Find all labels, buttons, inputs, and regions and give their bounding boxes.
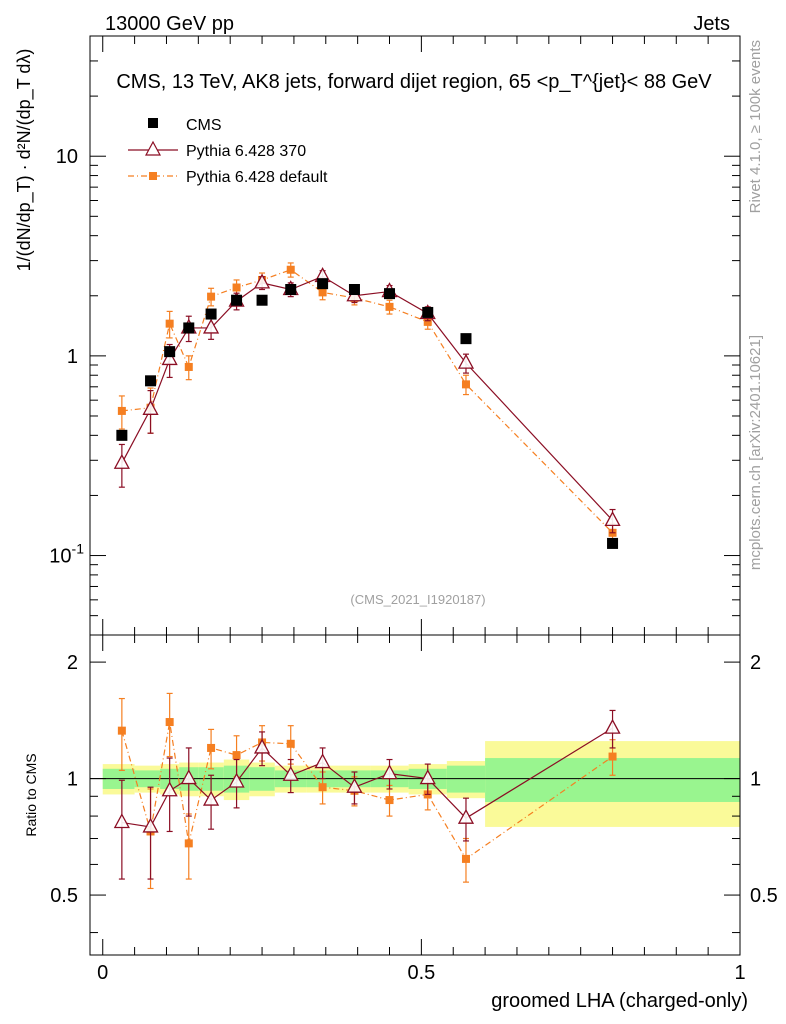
ratio-pythia370-point [180,769,197,785]
ratio-pythia370-point [314,753,331,769]
ratio-band-stat [446,765,486,793]
ratio-y-tick-label: 1 [67,769,78,791]
ratio-frame [89,634,741,956]
pythia-default-point [232,283,241,292]
pythia370-point [113,453,130,469]
ratio-pythia-default-point [318,783,327,792]
ratio-pythia370-point [202,790,220,806]
x-axis-label: groomed LHA (charged-only) [491,990,748,1012]
header-left: 13000 GeV pp [105,13,234,35]
ratio-pythia-default-point [232,751,241,760]
ratio-pythia-default-point [385,796,394,805]
cms-point [317,278,329,290]
ratio-series [113,692,621,890]
cms-point [205,308,217,320]
cms-point [231,294,243,306]
cms-point [607,537,619,549]
pythia-default-line [121,269,613,534]
ratio-pythia-default-point [117,726,126,735]
ratio-pythia-default-point [207,743,216,752]
cms-point [183,322,195,334]
pythia-default-point [461,380,470,389]
cms-point [422,306,434,318]
pythia-default-point [117,406,126,415]
ratio-pythia370-point [113,813,130,829]
pythia370-point [142,399,159,415]
pythia-default-point [165,319,174,328]
pythia-default-point [184,362,193,371]
ratio-y-tick-label-right: 1 [750,769,761,791]
ratio-pythia370-point [604,718,621,734]
header-right: Jets [693,13,730,35]
main-y-tick-label: 10 [56,146,78,168]
legend-label-pythia-default: Pythia 6.428 default [186,169,328,186]
ratio-pythia370-point [381,764,398,780]
pythia-default-point [207,292,216,301]
main-y-tick-label: 10-1 [49,541,84,568]
ratio-y-tick-label-right: 0.5 [750,885,778,907]
pythia-default-point [318,288,327,297]
legend-marker-pythia-default [149,172,157,180]
ratio-pythia370-point [419,769,436,785]
ratio-y-axis-label: Ratio to CMS [23,753,39,836]
pythia370-point [161,350,178,366]
legend: CMS Pythia 6.428 370 Pythia 6.428 defaul… [128,117,328,186]
pythia370-point [253,273,271,289]
ratio-y-tick-label: 2 [67,652,78,674]
ratio-pythia-default-point [165,718,174,727]
ratio-pythia-default-point [608,752,617,761]
x-tick-label: 1 [734,962,745,984]
cms-point [256,294,268,306]
rivet-label: Rivet 4.1.0, ≥ 100k events [747,40,764,213]
pythia370-point [457,353,475,369]
legend-marker-pythia370 [144,140,162,156]
main-y-tick-label: 1 [67,346,78,368]
ratio-pythia370-point [282,765,299,781]
pythia370-point [202,318,220,334]
pythia-default-point [385,302,394,311]
ratio-pythia370-point [346,777,363,793]
ratio-panel: 0.5 0.5 1 1 2 2 0 0.5 1 Ratio to CMS [23,634,778,984]
cms-point [285,284,297,296]
main-panel: 10-1 1 10 CMS, 13 TeV, AK8 jets, forward d… [14,35,741,636]
pythia370-point [604,511,621,527]
cms-point [164,346,176,358]
cms-point [460,333,472,345]
chart-title: CMS, 13 TeV, AK8 jets, forward dijet reg… [116,71,712,93]
ratio-y-tick-label: 0.5 [50,885,78,907]
ratio-pythia-default-point [184,839,193,848]
cms-point [384,288,396,300]
mcplots-label: mcplots.cern.ch [arXiv:2401.10621] [747,335,764,570]
cms-point [116,429,128,441]
ratio-pythia370-point [228,772,245,788]
ratio-y-tick-label-right: 2 [750,652,761,674]
main-series [113,262,621,549]
pythia370-line [121,275,613,521]
main-y-axis-label: 1/(dN/dp_T) · d²N/(dp_T dλ) [14,49,35,272]
ratio-pythia370-point [161,781,178,797]
cms-point [145,375,157,387]
legend-label-pythia370: Pythia 6.428 370 [186,143,306,160]
ratio-pythia370-point [457,808,475,824]
ratio-pythia-default-point [461,854,470,863]
ratio-pythia-default-point [286,739,295,748]
pythia-default-point [286,265,295,274]
pythia-default-point [423,317,432,326]
ratio-pythia370-point [142,817,159,833]
x-tick-label: 0.5 [407,962,435,984]
main-axis-ticks: 10-1 1 10 [49,35,741,636]
x-tick-label: 0 [97,962,108,984]
ratio-pythia370-point [253,738,271,754]
legend-marker-cms [148,118,158,128]
legend-label-cms: CMS [186,117,222,134]
cms-point [348,284,360,296]
ratio-pythia-default-line [121,721,613,860]
ratio-axis-ticks: 0.5 0.5 1 1 2 2 0 0.5 1 [50,635,778,984]
analysis-tag: (CMS_2021_I1920187) [350,592,485,607]
